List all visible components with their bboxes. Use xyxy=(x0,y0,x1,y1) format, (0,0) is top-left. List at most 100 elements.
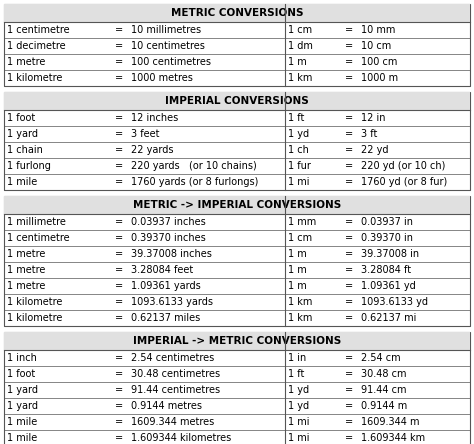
Text: 2.54 centimetres: 2.54 centimetres xyxy=(131,353,214,363)
Text: 10 cm: 10 cm xyxy=(361,41,392,51)
Text: =: = xyxy=(345,113,354,123)
Text: 1 mm: 1 mm xyxy=(289,217,317,227)
Text: 1.609344 km: 1.609344 km xyxy=(361,433,425,443)
Text: =: = xyxy=(115,369,123,379)
Text: =: = xyxy=(345,41,354,51)
Text: =: = xyxy=(345,401,354,411)
Text: 220 yards   (or 10 chains): 220 yards (or 10 chains) xyxy=(131,161,257,171)
Text: =: = xyxy=(115,233,123,243)
Text: 0.03937 in: 0.03937 in xyxy=(361,217,413,227)
Text: METRIC -> IMPERIAL CONVERSIONS: METRIC -> IMPERIAL CONVERSIONS xyxy=(133,200,341,210)
Text: 39.37008 in: 39.37008 in xyxy=(361,249,419,259)
Text: 0.9144 metres: 0.9144 metres xyxy=(131,401,202,411)
Text: 12 in: 12 in xyxy=(361,113,386,123)
Text: =: = xyxy=(345,177,354,187)
Text: 1 yard: 1 yard xyxy=(7,129,38,139)
Text: 1 metre: 1 metre xyxy=(7,57,46,67)
Text: 1000 metres: 1000 metres xyxy=(131,73,193,83)
Text: =: = xyxy=(345,265,354,275)
Text: 1 mile: 1 mile xyxy=(7,417,37,427)
Text: 1.609344 kilometres: 1.609344 kilometres xyxy=(131,433,231,443)
Text: 0.62137 miles: 0.62137 miles xyxy=(131,313,200,323)
Text: 39.37008 inches: 39.37008 inches xyxy=(131,249,212,259)
Text: 1 millimetre: 1 millimetre xyxy=(7,217,66,227)
Text: 1609.344 m: 1609.344 m xyxy=(361,417,419,427)
Text: =: = xyxy=(345,161,354,171)
Text: 1 yd: 1 yd xyxy=(289,129,310,139)
Text: =: = xyxy=(115,385,123,395)
Text: 1 km: 1 km xyxy=(289,73,313,83)
Text: 1 yard: 1 yard xyxy=(7,401,38,411)
Text: =: = xyxy=(345,73,354,83)
Text: METRIC CONVERSIONS: METRIC CONVERSIONS xyxy=(171,8,303,18)
Text: =: = xyxy=(345,25,354,35)
Text: 10 millimetres: 10 millimetres xyxy=(131,25,201,35)
Text: =: = xyxy=(115,401,123,411)
Text: =: = xyxy=(345,249,354,259)
Text: 1 m: 1 m xyxy=(289,249,307,259)
Bar xyxy=(4,332,470,444)
Text: 1 ch: 1 ch xyxy=(289,145,310,155)
Text: 1 mi: 1 mi xyxy=(289,177,310,187)
Text: IMPERIAL -> METRIC CONVERSIONS: IMPERIAL -> METRIC CONVERSIONS xyxy=(133,336,341,346)
Text: 1 m: 1 m xyxy=(289,281,307,291)
Text: =: = xyxy=(115,417,123,427)
Text: 3.28084 ft: 3.28084 ft xyxy=(361,265,411,275)
Text: 1 mi: 1 mi xyxy=(289,433,310,443)
Text: 1 kilometre: 1 kilometre xyxy=(7,297,63,307)
Text: 1093.6133 yards: 1093.6133 yards xyxy=(131,297,213,307)
Text: 91.44 cm: 91.44 cm xyxy=(361,385,407,395)
Text: 22 yards: 22 yards xyxy=(131,145,173,155)
Bar xyxy=(4,92,470,110)
Text: =: = xyxy=(115,353,123,363)
Text: 1 mile: 1 mile xyxy=(7,433,37,443)
Text: 0.39370 inches: 0.39370 inches xyxy=(131,233,206,243)
Text: 1 ft: 1 ft xyxy=(289,369,305,379)
Text: 1 yd: 1 yd xyxy=(289,385,310,395)
Text: =: = xyxy=(345,57,354,67)
Text: 1 chain: 1 chain xyxy=(7,145,43,155)
Text: 1 foot: 1 foot xyxy=(7,369,35,379)
Text: =: = xyxy=(115,41,123,51)
Text: 1.09361 yd: 1.09361 yd xyxy=(361,281,416,291)
Text: =: = xyxy=(345,281,354,291)
Text: 3 ft: 3 ft xyxy=(361,129,377,139)
Text: 1 kilometre: 1 kilometre xyxy=(7,73,63,83)
Bar xyxy=(4,196,470,214)
Text: 1 fur: 1 fur xyxy=(289,161,311,171)
Text: =: = xyxy=(115,113,123,123)
Text: 220 yd (or 10 ch): 220 yd (or 10 ch) xyxy=(361,161,446,171)
Text: 10 centimetres: 10 centimetres xyxy=(131,41,205,51)
Text: IMPERIAL CONVERSIONS: IMPERIAL CONVERSIONS xyxy=(165,96,309,106)
Text: 1609.344 metres: 1609.344 metres xyxy=(131,417,214,427)
Text: =: = xyxy=(115,433,123,443)
Text: 1 metre: 1 metre xyxy=(7,249,46,259)
Text: 1 inch: 1 inch xyxy=(7,353,37,363)
Text: 1 m: 1 m xyxy=(289,57,307,67)
Text: 1 kilometre: 1 kilometre xyxy=(7,313,63,323)
Text: 1 cm: 1 cm xyxy=(289,233,312,243)
Text: =: = xyxy=(345,433,354,443)
Text: 12 inches: 12 inches xyxy=(131,113,178,123)
Text: 3.28084 feet: 3.28084 feet xyxy=(131,265,193,275)
Text: 1000 m: 1000 m xyxy=(361,73,398,83)
Text: 1 centimetre: 1 centimetre xyxy=(7,233,70,243)
Text: =: = xyxy=(115,25,123,35)
Text: 10 mm: 10 mm xyxy=(361,25,395,35)
Text: 0.03937 inches: 0.03937 inches xyxy=(131,217,206,227)
Text: 1 mile: 1 mile xyxy=(7,177,37,187)
Bar xyxy=(4,332,470,350)
Text: 1 cm: 1 cm xyxy=(289,25,312,35)
Text: 1760 yd (or 8 fur): 1760 yd (or 8 fur) xyxy=(361,177,447,187)
Text: 1 ft: 1 ft xyxy=(289,113,305,123)
Text: =: = xyxy=(115,129,123,139)
Text: =: = xyxy=(115,281,123,291)
Bar xyxy=(4,4,470,22)
Text: =: = xyxy=(115,145,123,155)
Text: 1760 yards (or 8 furlongs): 1760 yards (or 8 furlongs) xyxy=(131,177,258,187)
Text: 1 metre: 1 metre xyxy=(7,281,46,291)
Text: 1 m: 1 m xyxy=(289,265,307,275)
Text: 1 metre: 1 metre xyxy=(7,265,46,275)
Text: =: = xyxy=(345,145,354,155)
Text: 100 centimetres: 100 centimetres xyxy=(131,57,211,67)
